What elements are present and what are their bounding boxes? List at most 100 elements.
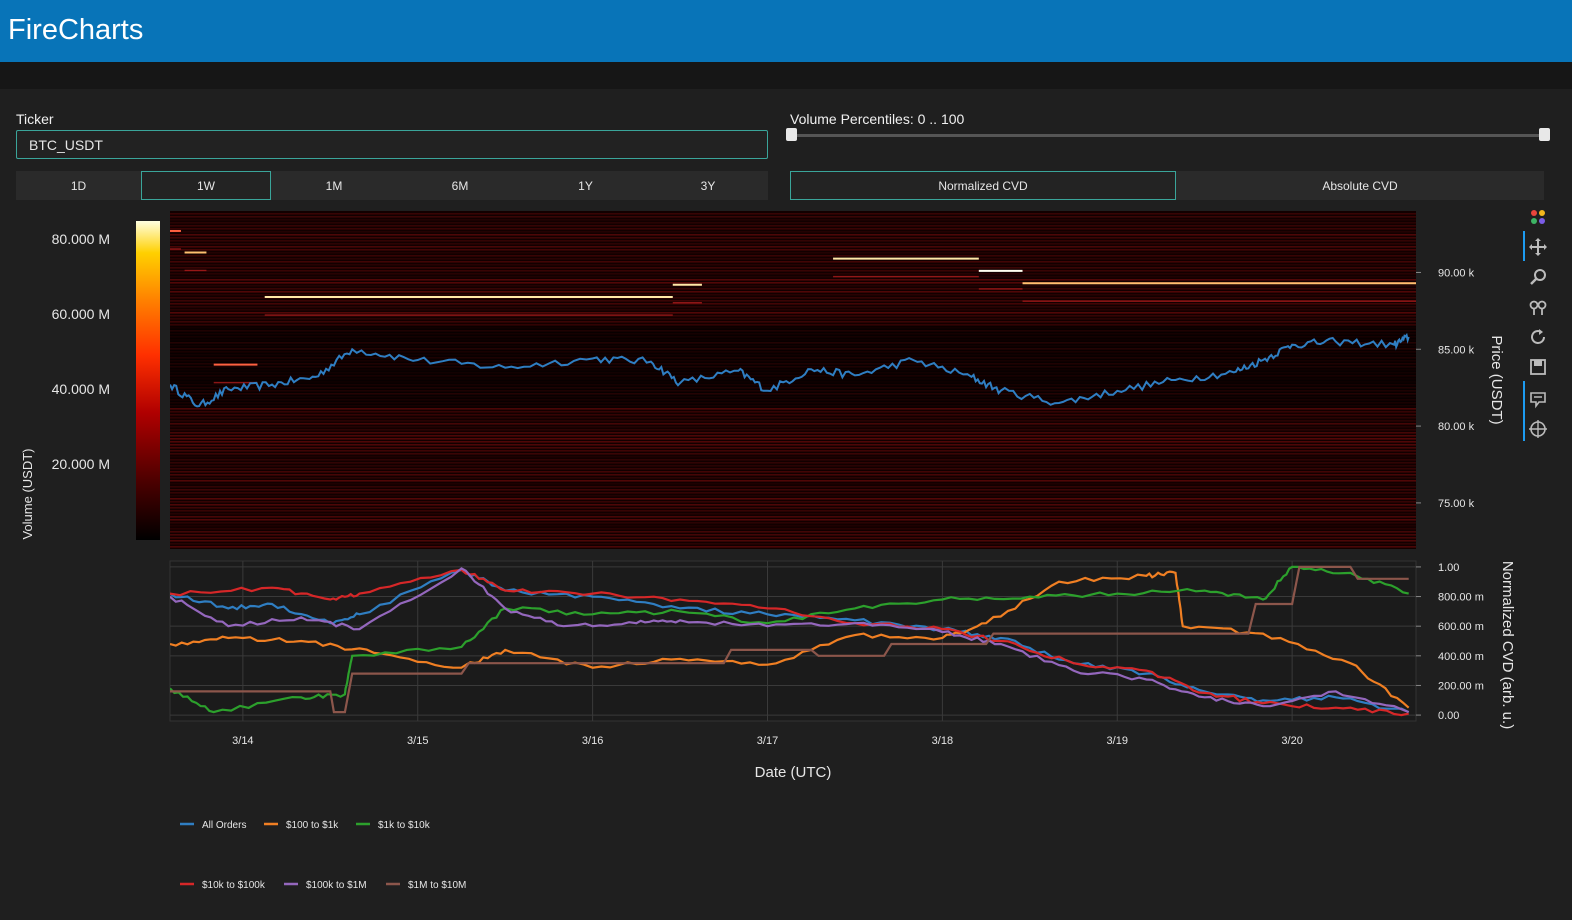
heatmap-row: [170, 417, 1416, 419]
colorbar-tick-label: 80.000 M: [52, 231, 110, 247]
timeframe-button-3y[interactable]: 3Y: [648, 171, 768, 200]
heatmap-row: [170, 312, 1416, 314]
heatmap-row: [170, 333, 1416, 335]
heatmap-row: [170, 474, 1416, 476]
price-tick-label: 75.00 k: [1438, 498, 1475, 510]
timeframe-button-6m[interactable]: 6M: [397, 171, 523, 200]
slider-max-handle[interactable]: [1539, 128, 1550, 141]
heatmap-row: [170, 369, 1416, 371]
heatmap-row: [170, 522, 1416, 524]
heatmap-row: [170, 504, 1416, 506]
cvd-tick-label: 0.00: [1438, 710, 1459, 722]
hover-icon[interactable]: [1528, 389, 1548, 409]
heatmap-row: [170, 303, 1416, 305]
volume-percentiles-label: Volume Percentiles: 0 .. 100: [790, 111, 965, 127]
date-tick-label: 3/17: [757, 735, 778, 747]
heatmap-row: [170, 489, 1416, 491]
heatmap-row: [170, 453, 1416, 455]
heatmap-row: [170, 513, 1416, 515]
heatmap-row: [170, 438, 1416, 440]
heatmap-row: [170, 483, 1416, 485]
heatmap-row: [170, 402, 1416, 404]
heatmap-row: [170, 507, 1416, 509]
heatmap-row: [170, 381, 1416, 383]
heatmap-row: [170, 420, 1416, 422]
legend-entry-label: All Orders: [202, 820, 246, 831]
heatmap-row: [170, 252, 1416, 254]
modebar-group-separator: [1523, 381, 1525, 441]
heatmap-row: [170, 258, 1416, 260]
heatmap-row: [170, 345, 1416, 347]
heatmap-row: [170, 408, 1416, 410]
colorbar-tick-label: 60.000 M: [52, 306, 110, 322]
cvd-tick-label: 200.00 m: [1438, 680, 1484, 692]
heatmap-row: [170, 429, 1416, 431]
heatmap-row: [170, 399, 1416, 401]
heatmap-row: [170, 288, 1416, 290]
header-subbar: [0, 62, 1572, 89]
price-tick-label: 80.00 k: [1438, 421, 1475, 433]
cvd-series-line: [170, 565, 1409, 714]
heatmap-row: [170, 498, 1416, 500]
heatmap-row: [170, 528, 1416, 530]
heatmap-row: [170, 405, 1416, 407]
timeframe-button-1w[interactable]: 1W: [141, 171, 271, 200]
date-tick-label: 3/19: [1107, 735, 1128, 747]
heatmap-row: [170, 309, 1416, 311]
price-axis-label: Price (USDT): [1488, 335, 1505, 424]
cvd-tick-label: 400.00 m: [1438, 651, 1484, 663]
heatmap-row: [170, 222, 1416, 224]
modebar-group-separator: [1523, 231, 1525, 261]
heatmap-row: [170, 279, 1416, 281]
heatmap-row: [170, 543, 1416, 545]
plotly-logo-icon[interactable]: [1528, 207, 1548, 227]
normalized-cvd-button[interactable]: Normalized CVD: [790, 171, 1176, 200]
heatmap-row: [170, 285, 1416, 287]
pan-icon[interactable]: [1528, 237, 1548, 257]
timeframe-button-1y[interactable]: 1Y: [523, 171, 648, 200]
heatmap-row: [170, 546, 1416, 548]
heatmap-row: [170, 447, 1416, 449]
timeframe-button-1d[interactable]: 1D: [16, 171, 141, 200]
heatmap-row: [170, 393, 1416, 395]
heatmap-row: [170, 315, 1416, 317]
legend-entry-label: $1k to $10k: [378, 820, 431, 831]
heatmap-row: [170, 276, 1416, 278]
timeframe-button-1m[interactable]: 1M: [271, 171, 397, 200]
heatmap-row: [170, 291, 1416, 293]
heatmap-row: [170, 510, 1416, 512]
cvd-tick-label: 1.00: [1438, 562, 1459, 574]
heatmap-low-volume-band: [170, 326, 1416, 408]
zoom-icon[interactable]: [1528, 267, 1548, 287]
heatmap-row: [170, 411, 1416, 413]
heatmap-row: [170, 228, 1416, 230]
heatmap-row: [170, 366, 1416, 368]
heatmap-row: [170, 237, 1416, 239]
reset-icon[interactable]: [1528, 327, 1548, 347]
heatmap-row: [170, 357, 1416, 359]
heatmap-row: [170, 300, 1416, 302]
heatmap-row: [170, 225, 1416, 227]
slider-min-handle[interactable]: [786, 128, 797, 141]
legend-entry-label: $100 to $1k: [286, 820, 339, 831]
heatmap-row: [170, 450, 1416, 452]
heatmap-row: [170, 231, 1416, 233]
heatmap-row: [170, 423, 1416, 425]
cvd-plot-area: [169, 560, 1417, 722]
volume-percentile-slider[interactable]: [792, 134, 1544, 137]
autoscale-icon[interactable]: [1528, 297, 1548, 317]
heatmap-row: [170, 432, 1416, 434]
ticker-input[interactable]: [16, 130, 768, 159]
spike-icon[interactable]: [1528, 419, 1548, 439]
heatmap-row: [170, 261, 1416, 263]
heatmap-row: [170, 234, 1416, 236]
heatmap-row: [170, 375, 1416, 377]
heatmap-row: [170, 330, 1416, 332]
date-axis-label: Date (UTC): [755, 764, 832, 781]
heatmap-row: [170, 327, 1416, 329]
heatmap-row: [170, 339, 1416, 341]
absolute-cvd-button[interactable]: Absolute CVD: [1176, 171, 1544, 200]
heatmap-row: [170, 468, 1416, 470]
heatmap-row: [170, 459, 1416, 461]
download-icon[interactable]: [1528, 357, 1548, 377]
